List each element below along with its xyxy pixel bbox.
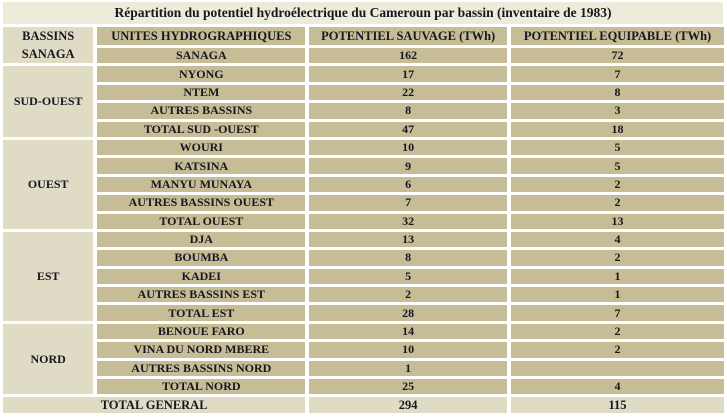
equipable-value-cell: 1 xyxy=(511,268,724,285)
sauvage-value-cell: 8 xyxy=(309,103,508,119)
equipable-value-cell: 3 xyxy=(511,103,724,119)
unit-cell: SANAGA xyxy=(97,48,306,64)
basin-cell-nord: NORD xyxy=(3,323,94,395)
table-row: VINA DU NORD MBERE 10 2 xyxy=(3,342,724,358)
equipable-value-cell: 2 xyxy=(511,342,724,358)
unit-cell: TOTAL NORD xyxy=(97,379,306,395)
sauvage-value-cell: 1 xyxy=(309,360,508,377)
sauvage-value-cell: 162 xyxy=(309,48,508,64)
unit-cell: MANYU MUNAYA xyxy=(97,176,306,193)
unit-cell: KATSINA xyxy=(97,158,306,174)
sauvage-value-cell: 10 xyxy=(309,139,508,156)
table-row: OUEST WOURI 10 5 xyxy=(3,139,724,229)
table-row: TOTAL NORD 25 4 xyxy=(3,379,724,395)
equipable-value-cell: 2 xyxy=(511,323,724,340)
unit-cell: AUTRES BASSINS xyxy=(97,103,306,119)
unit-cell: WOURI xyxy=(97,139,306,156)
sauvage-value-cell: 7 xyxy=(309,195,508,211)
sauvage-value-cell: 17 xyxy=(309,66,508,82)
unit-cell: VINA DU NORD MBERE xyxy=(97,342,306,358)
total-general-equipable-cell: 115 xyxy=(511,397,724,414)
column-header-potentiel-equipable: POTENTIEL EQUIPABLE (TWh) xyxy=(511,27,724,45)
equipable-value-cell: 8 xyxy=(511,84,724,101)
basin-cell-sanaga: SANAGA xyxy=(21,47,75,62)
equipable-value-cell: 18 xyxy=(511,121,724,137)
hydro-table-body: BASSINS SANAGA UNITES HYDROGRAPHIQUES PO… xyxy=(3,27,724,414)
unit-cell: NYONG xyxy=(97,66,306,82)
equipable-value-cell: 4 xyxy=(511,231,724,248)
hydro-potential-table: BASSINS SANAGA UNITES HYDROGRAPHIQUES PO… xyxy=(0,24,727,416)
table-row: SUD-OUEST NYONG 17 7 xyxy=(3,66,724,137)
unit-cell: KADEI xyxy=(97,268,306,285)
table-row: KADEI 5 1 xyxy=(3,268,724,285)
table-row: SANAGA 162 72 xyxy=(3,48,724,64)
unit-cell: BOUMBA xyxy=(97,250,306,266)
unit-cell: AUTRES BASSINS OUEST xyxy=(97,195,306,211)
sauvage-value-cell: 8 xyxy=(309,250,508,266)
total-general-sauvage-cell: 294 xyxy=(309,397,508,414)
equipable-value-cell: 7 xyxy=(511,66,724,82)
basin-cell-est: EST xyxy=(3,231,94,321)
table-row: AUTRES BASSINS EST 2 1 xyxy=(3,287,724,303)
table-row: EST DJA 13 4 xyxy=(3,231,724,321)
sauvage-value-cell: 5 xyxy=(309,268,508,285)
equipable-value-cell: 72 xyxy=(511,48,724,64)
equipable-value-cell: 5 xyxy=(511,158,724,174)
column-header-bassins: BASSINS xyxy=(22,29,75,44)
table-row: TOTAL OUEST 32 13 xyxy=(3,213,724,229)
table-row: TOTAL EST 28 7 xyxy=(3,305,724,321)
equipable-value-cell: 2 xyxy=(511,250,724,266)
sauvage-value-cell: 47 xyxy=(309,121,508,137)
header-row: BASSINS SANAGA UNITES HYDROGRAPHIQUES PO… xyxy=(3,27,724,64)
corner-basins-sanaga-cell: BASSINS SANAGA xyxy=(3,27,94,64)
unit-cell: AUTRES BASSINS NORD xyxy=(97,360,306,377)
sauvage-value-cell: 10 xyxy=(309,342,508,358)
sauvage-value-cell: 13 xyxy=(309,231,508,248)
column-header-unites-hydrographiques: UNITES HYDROGRAPHIQUES xyxy=(97,27,306,45)
sauvage-value-cell: 25 xyxy=(309,379,508,395)
sauvage-value-cell: 22 xyxy=(309,84,508,101)
table-row: KATSINA 9 5 xyxy=(3,158,724,174)
unit-cell: BENOUE FARO xyxy=(97,323,306,340)
sauvage-value-cell: 14 xyxy=(309,323,508,340)
equipable-value-cell: 13 xyxy=(511,213,724,229)
equipable-value-cell: 2 xyxy=(511,195,724,211)
table-row: TOTAL SUD -OUEST 47 18 xyxy=(3,121,724,137)
table-row: NTEM 22 8 xyxy=(3,84,724,101)
column-header-potentiel-sauvage: POTENTIEL SAUVAGE (TWh) xyxy=(309,27,508,45)
unit-cell: TOTAL SUD -OUEST xyxy=(97,121,306,137)
sauvage-value-cell: 28 xyxy=(309,305,508,321)
unit-cell: TOTAL OUEST xyxy=(97,213,306,229)
total-general-label-cell: TOTAL GENERAL xyxy=(3,397,306,414)
table-row: AUTRES BASSINS OUEST 7 2 xyxy=(3,195,724,211)
basin-cell-sud-ouest: SUD-OUEST xyxy=(3,66,94,137)
unit-cell: NTEM xyxy=(97,84,306,101)
equipable-value-cell xyxy=(511,360,724,377)
unit-cell: DJA xyxy=(97,231,306,248)
unit-cell: AUTRES BASSINS EST xyxy=(97,287,306,303)
equipable-value-cell: 2 xyxy=(511,176,724,193)
sauvage-value-cell: 6 xyxy=(309,176,508,193)
table-row: MANYU MUNAYA 6 2 xyxy=(3,176,724,193)
unit-cell: TOTAL EST xyxy=(97,305,306,321)
table-row: AUTRES BASSINS 8 3 xyxy=(3,103,724,119)
basin-cell-ouest: OUEST xyxy=(3,139,94,229)
table-row: NORD BENOUE FARO 14 2 xyxy=(3,323,724,395)
sauvage-value-cell: 2 xyxy=(309,287,508,303)
equipable-value-cell: 5 xyxy=(511,139,724,156)
table-row: AUTRES BASSINS NORD 1 xyxy=(3,360,724,377)
table-title: Répartition du potentiel hydroélectrique… xyxy=(3,2,723,24)
sauvage-value-cell: 32 xyxy=(309,213,508,229)
equipable-value-cell: 1 xyxy=(511,287,724,303)
total-general-row: TOTAL GENERAL 294 115 xyxy=(3,397,724,414)
sauvage-value-cell: 9 xyxy=(309,158,508,174)
equipable-value-cell: 7 xyxy=(511,305,724,321)
table-row: BOUMBA 8 2 xyxy=(3,250,724,266)
equipable-value-cell: 4 xyxy=(511,379,724,395)
